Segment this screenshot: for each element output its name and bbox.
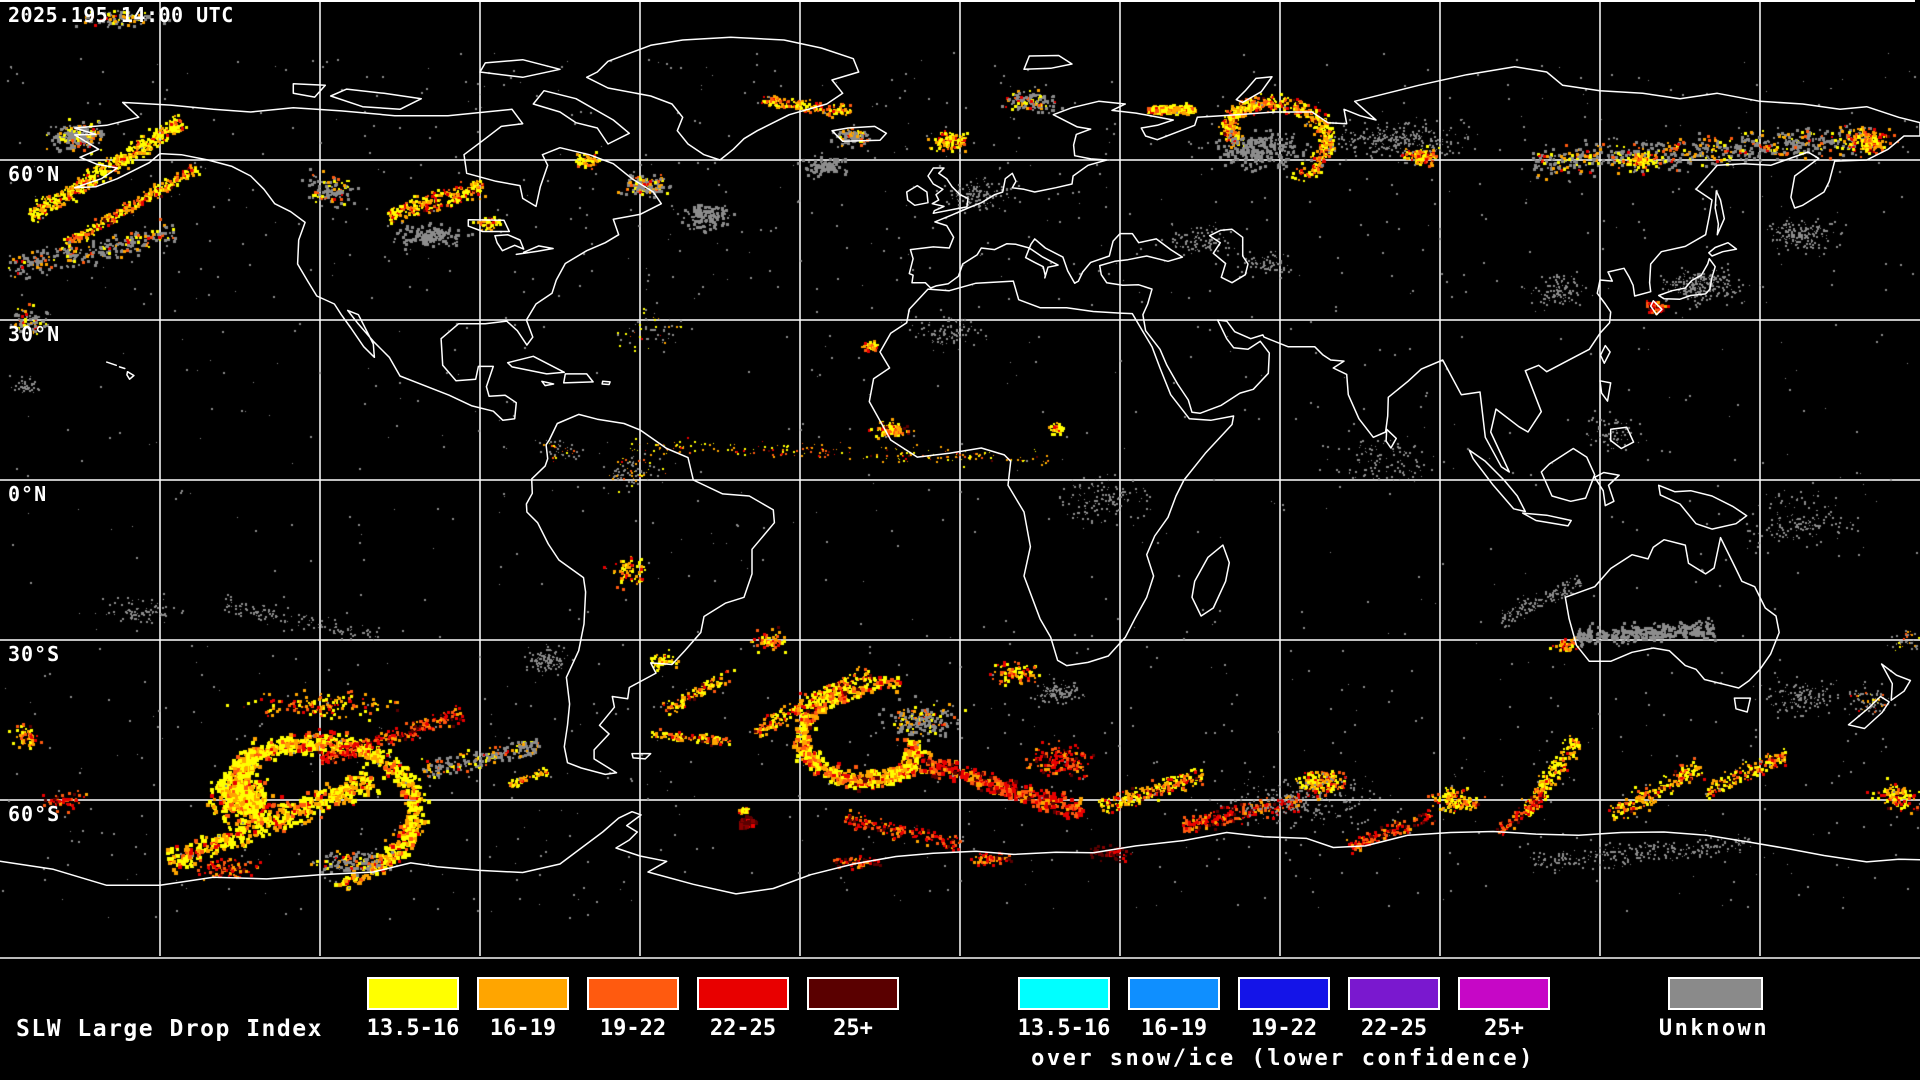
coastline-path xyxy=(831,125,888,143)
map-bottom-border xyxy=(0,957,1920,959)
coastline-path xyxy=(1880,663,1912,702)
coastline-path xyxy=(1191,544,1231,617)
legend-title: SLW Large Drop Index xyxy=(16,1016,323,1042)
legend-swatch xyxy=(477,977,569,1010)
timestamp: 2025.195 14:00 UTC xyxy=(8,3,234,27)
coastline-path xyxy=(1609,426,1635,450)
legend-bin-label: 16-19 xyxy=(489,1016,557,1041)
legend-swatch xyxy=(587,977,679,1010)
coastline-path xyxy=(1657,484,1748,530)
coastline-path xyxy=(1564,536,1780,689)
coastline-path xyxy=(1649,300,1663,316)
coastline-path xyxy=(479,58,561,79)
coastline-path xyxy=(292,82,327,98)
coastline-path xyxy=(1385,428,1398,449)
coastline-path xyxy=(585,36,860,161)
coastline-path xyxy=(541,380,555,387)
coastline-path xyxy=(494,233,525,252)
coastline-path xyxy=(1593,471,1620,507)
legend-swatch xyxy=(1128,977,1220,1010)
legend-swatch xyxy=(1018,977,1110,1010)
legend-bin-label: 25+ xyxy=(1484,1016,1524,1041)
coastline-path xyxy=(515,245,554,256)
legend-bin-label: 19-22 xyxy=(1250,1016,1318,1041)
legend-swatch xyxy=(1458,977,1550,1010)
legend-unknown-swatch xyxy=(1668,977,1763,1010)
coastline-path xyxy=(562,373,594,384)
coastline-path xyxy=(525,413,776,776)
coastline-path xyxy=(1521,512,1572,527)
coastline-path xyxy=(329,88,423,111)
coastline-path xyxy=(1733,697,1752,713)
coastline-path xyxy=(1599,380,1612,402)
legend-bin-label: 19-22 xyxy=(599,1016,667,1041)
legend-swatch xyxy=(1348,977,1440,1010)
legend-swatch xyxy=(1238,977,1330,1010)
coastline-path xyxy=(868,280,1235,667)
legend-swatch xyxy=(367,977,459,1010)
coastline-path xyxy=(1235,76,1273,104)
coastline-path xyxy=(126,370,135,380)
coastline-path xyxy=(1023,54,1073,71)
coastline-path xyxy=(1708,241,1738,257)
coastline-path xyxy=(0,810,1920,895)
coastline-svg xyxy=(0,36,1920,895)
coastline-path xyxy=(908,65,1920,473)
legend-bin-label: 22-25 xyxy=(709,1016,777,1041)
coastline-path xyxy=(927,167,969,215)
coastline-path xyxy=(532,89,631,145)
coastline-path xyxy=(601,380,611,386)
legend-bin-label: 13.5-16 xyxy=(1017,1016,1111,1041)
coastline-path xyxy=(1540,447,1596,503)
coastline-path xyxy=(1714,190,1726,236)
coastline-path xyxy=(1208,228,1249,284)
legend-bin-label: 13.5-16 xyxy=(366,1016,460,1041)
latitude-label: 0°N xyxy=(8,482,48,506)
legend-swatch xyxy=(807,977,899,1010)
latitude-label: 60°S xyxy=(8,802,61,826)
map-top-border xyxy=(0,0,1915,2)
coastline-path xyxy=(1599,344,1611,364)
coastline-path xyxy=(467,218,511,233)
data-speckle-canvas xyxy=(0,0,1920,958)
legend-cool-subtitle: over snow/ice (lower confidence) xyxy=(1031,1046,1535,1071)
legend-bin-label: 22-25 xyxy=(1360,1016,1428,1041)
legend-bin-label: 16-19 xyxy=(1140,1016,1208,1041)
coastline-path xyxy=(506,355,566,375)
legend-unknown-label: Unknown xyxy=(1658,1016,1770,1041)
legend: SLW Large Drop Index 13.5-16 16-19 19-22 22… xyxy=(0,960,1920,1080)
legend-swatch xyxy=(697,977,789,1010)
latitude-label: 30°S xyxy=(8,642,61,666)
coastline-path xyxy=(1468,449,1527,513)
latitude-label: 30°N xyxy=(8,322,61,346)
coastline-path xyxy=(905,184,929,207)
coastline-path xyxy=(631,752,652,760)
coastline-path xyxy=(73,101,663,422)
latitude-label: 60°N xyxy=(8,162,61,186)
coastline-path xyxy=(1847,695,1890,730)
coastline-path xyxy=(118,366,126,370)
legend-bin-label: 25+ xyxy=(833,1016,873,1041)
coastline-path xyxy=(1657,257,1716,300)
coastline-path xyxy=(105,361,118,367)
